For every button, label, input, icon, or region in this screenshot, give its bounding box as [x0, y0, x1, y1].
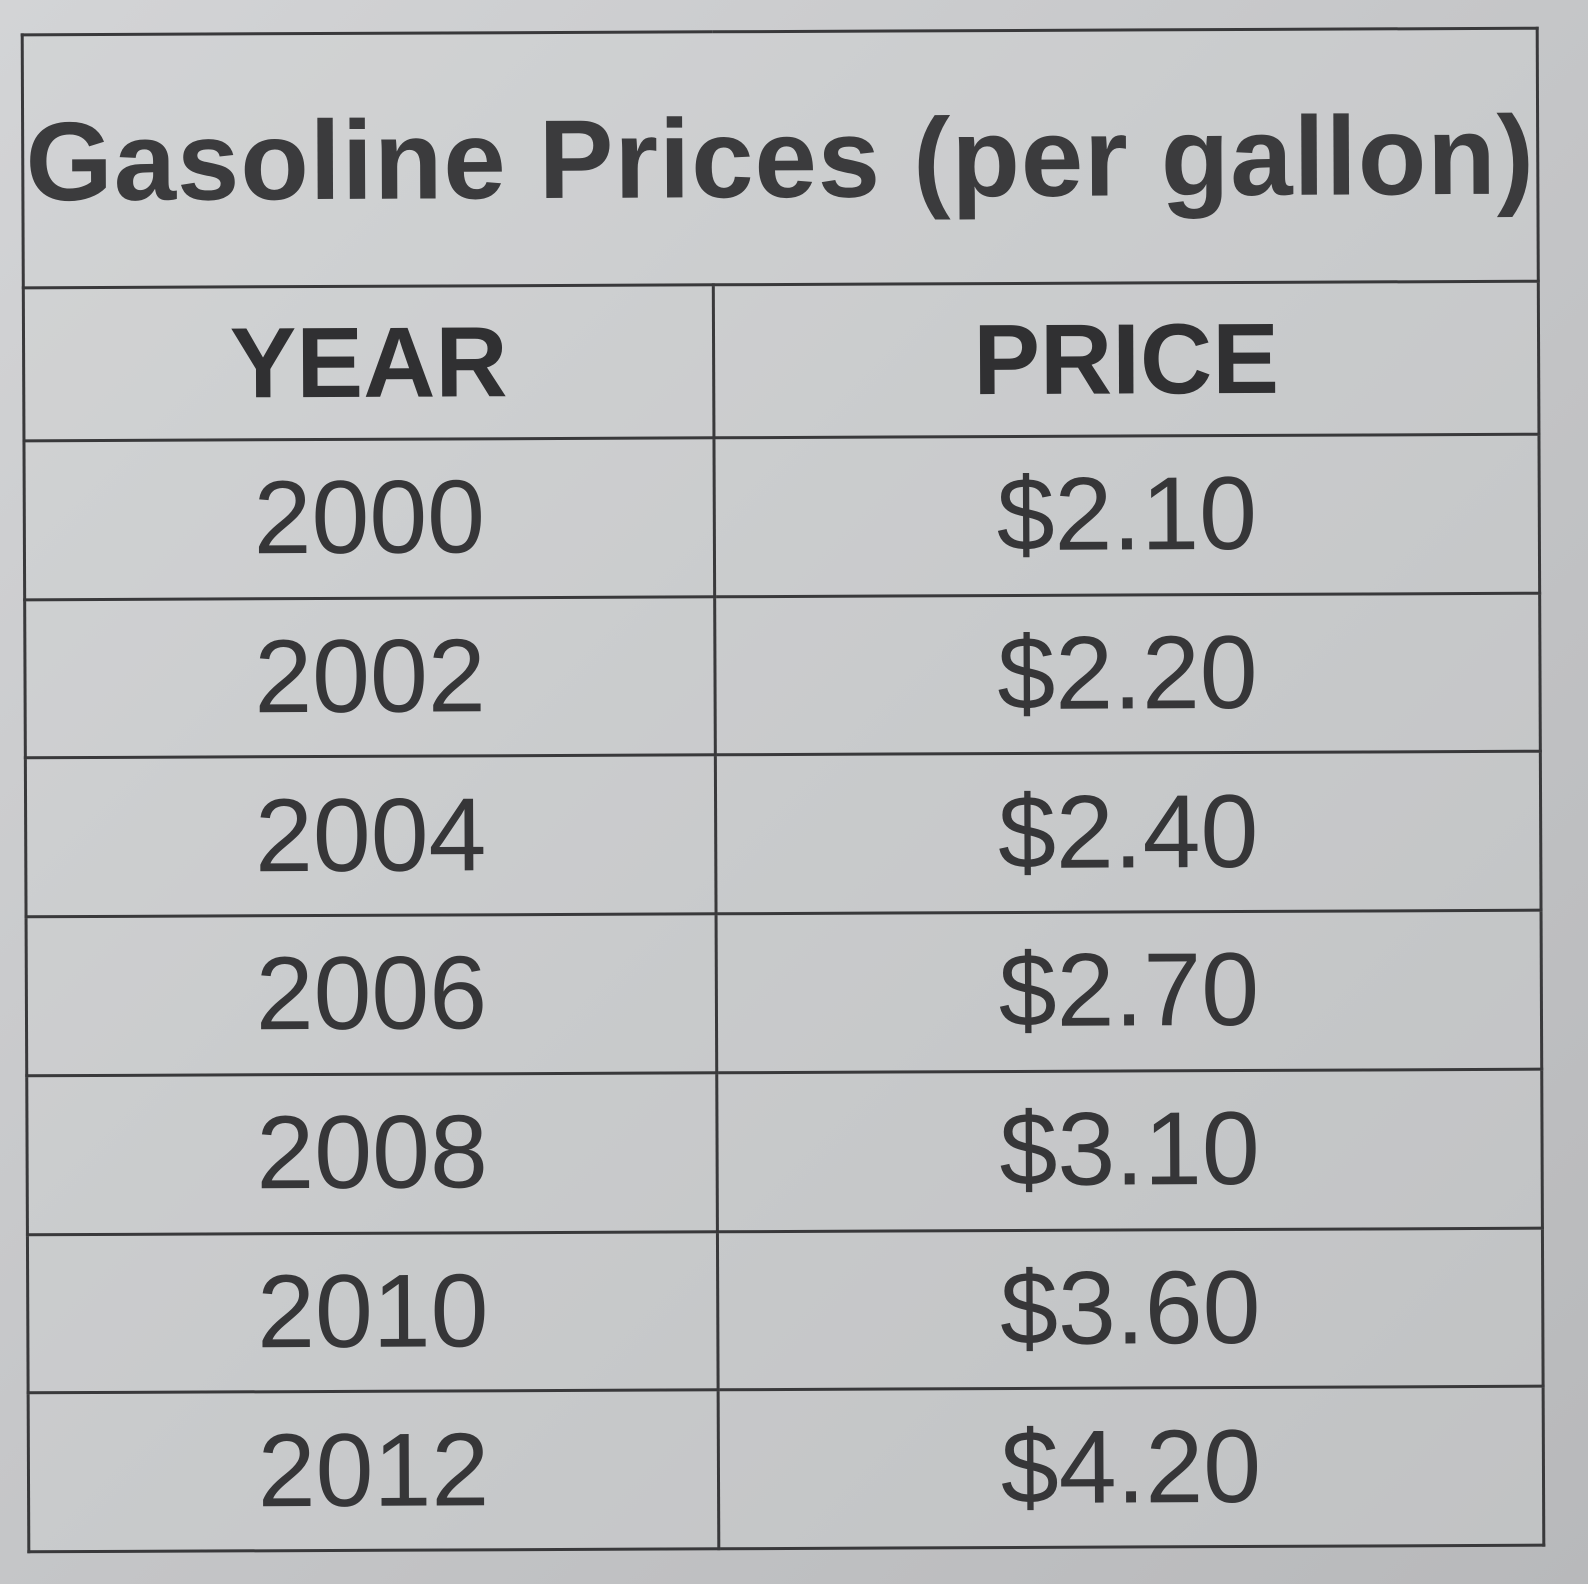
table-row: 2008 $3.10	[26, 1069, 1543, 1235]
year-column-header: YEAR	[23, 284, 714, 441]
year-cell: 2002	[24, 596, 716, 759]
price-cell: $2.20	[714, 592, 1541, 756]
price-column-header: PRICE	[713, 281, 1539, 438]
year-cell: 2010	[27, 1231, 719, 1394]
price-cell: $2.10	[713, 434, 1540, 597]
year-cell: 2004	[25, 755, 717, 917]
price-cell: $2.40	[715, 751, 1542, 914]
year-cell: 2012	[28, 1390, 719, 1552]
year-cell: 2000	[23, 437, 715, 600]
year-cell: 2006	[26, 913, 717, 1076]
table-row: 2012 $4.20	[28, 1386, 1544, 1552]
price-cell: $2.70	[716, 910, 1542, 1073]
table-row: 2004 $2.40	[25, 751, 1542, 917]
price-cell: $3.10	[716, 1069, 1543, 1232]
price-cell: $3.60	[717, 1227, 1544, 1391]
table-row: 2000 $2.10	[23, 434, 1540, 600]
year-cell: 2008	[26, 1072, 718, 1235]
header-row: YEAR PRICE	[23, 281, 1539, 441]
title-row: Gasoline Prices (per gallon)	[22, 28, 1539, 288]
table-row: 2010 $3.60	[27, 1227, 1544, 1394]
table-row: 2002 $2.20	[24, 592, 1541, 759]
table-title: Gasoline Prices (per gallon)	[22, 28, 1539, 288]
table-row: 2006 $2.70	[26, 910, 1542, 1076]
gasoline-price-table: Gasoline Prices (per gallon) YEAR PRICE …	[21, 27, 1546, 1554]
price-cell: $4.20	[718, 1386, 1544, 1549]
